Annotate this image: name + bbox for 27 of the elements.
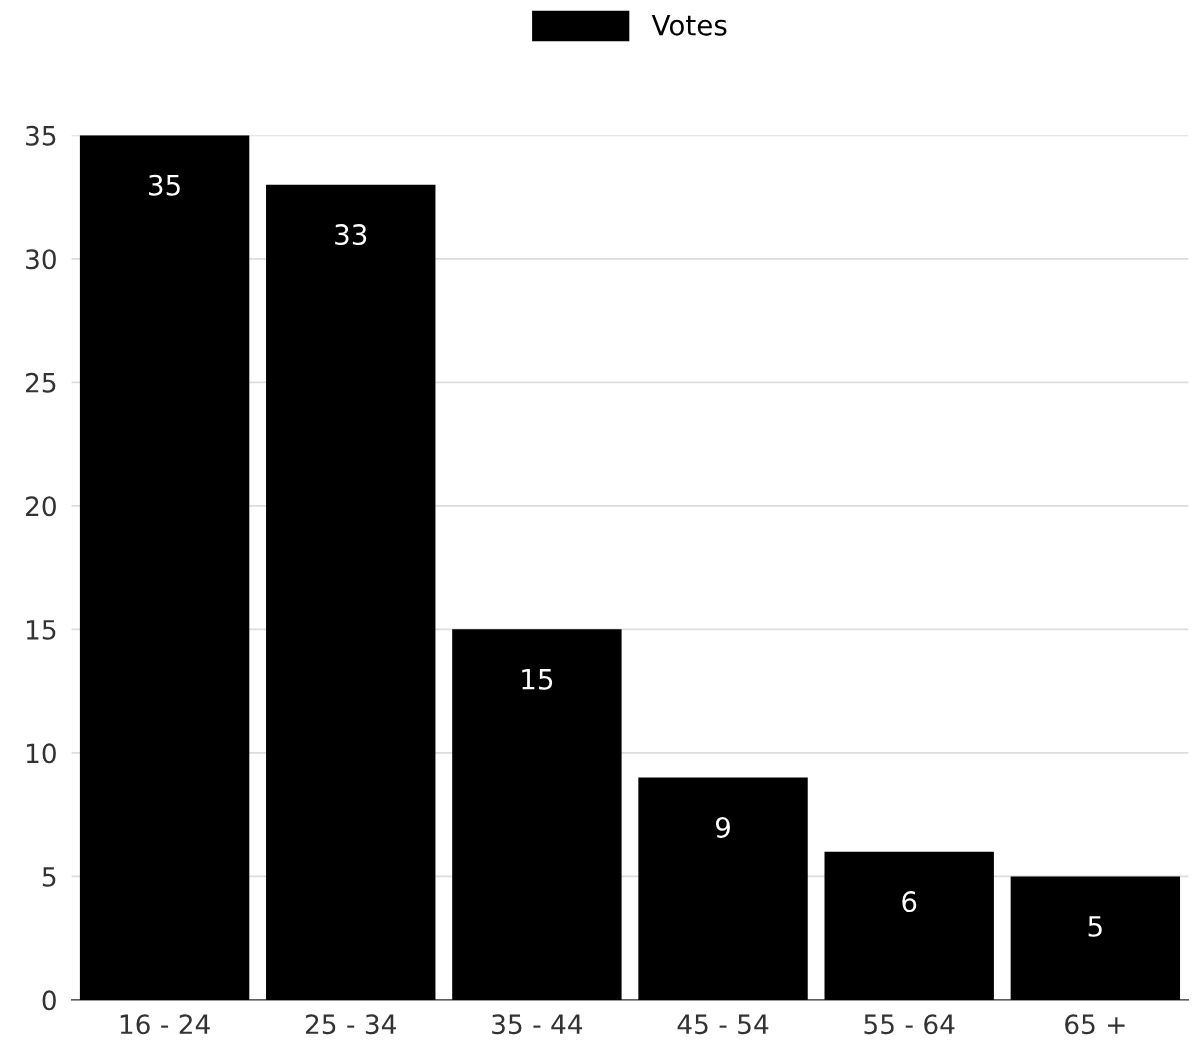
y-tick-label: 10 bbox=[26, 743, 56, 764]
x-tick-label: 45 - 54 bbox=[677, 1014, 769, 1035]
y-tick-label: 0 bbox=[42, 990, 56, 1011]
data-label: 6 bbox=[902, 891, 917, 913]
data-label: 9 bbox=[715, 816, 730, 838]
bar bbox=[79, 135, 250, 1000]
bar bbox=[266, 184, 436, 1000]
data-label: 35 bbox=[149, 174, 180, 196]
bar bbox=[452, 629, 622, 1000]
bar bbox=[1010, 876, 1181, 1000]
legend-label: Votes bbox=[651, 15, 727, 36]
bar bbox=[638, 777, 808, 1000]
x-tick-label: 65 + bbox=[1065, 1014, 1125, 1035]
x-tick-label: 16 - 24 bbox=[120, 1014, 210, 1035]
x-tick-label: 35 - 44 bbox=[492, 1014, 583, 1035]
x-tick-label: 25 - 34 bbox=[305, 1014, 396, 1035]
data-label: 5 bbox=[1088, 916, 1102, 937]
data-label: 33 bbox=[335, 224, 367, 246]
y-tick-label: 35 bbox=[26, 125, 56, 146]
y-tick-label: 20 bbox=[25, 496, 56, 517]
y-tick-label: 5 bbox=[42, 867, 56, 887]
bar bbox=[824, 851, 994, 1000]
x-tick-label: 55 - 64 bbox=[864, 1014, 955, 1035]
y-tick-label: 25 bbox=[25, 372, 56, 393]
y-tick-label: 30 bbox=[26, 249, 56, 270]
data-label: 15 bbox=[522, 669, 553, 690]
y-tick-label: 15 bbox=[26, 620, 56, 640]
